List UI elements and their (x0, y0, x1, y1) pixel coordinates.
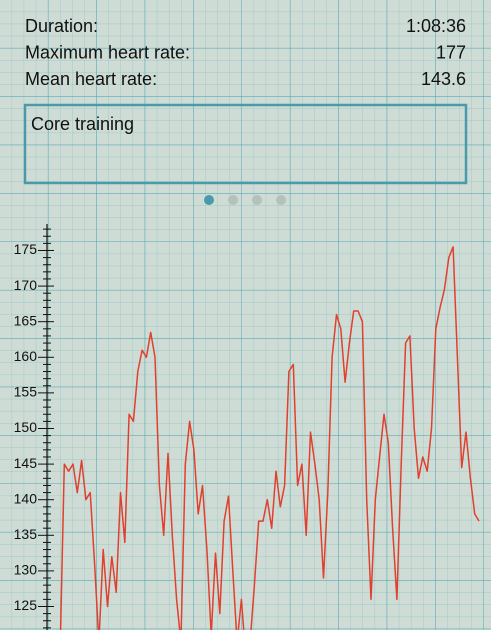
stat-label: Maximum heart rate: (25, 42, 190, 62)
page-dot[interactable] (276, 195, 286, 205)
y-tick-label: 165 (14, 312, 38, 328)
y-tick-label: 135 (14, 526, 38, 542)
y-tick-label: 145 (14, 455, 38, 471)
stat-value: 143.6 (421, 69, 466, 89)
stat-value: 1:08:36 (406, 16, 466, 36)
page-dot-active[interactable] (204, 195, 214, 205)
stat-label: Mean heart rate: (25, 69, 157, 89)
stat-label: Duration: (25, 16, 98, 36)
note-text: Core training (31, 114, 134, 134)
y-tick-label: 160 (14, 348, 38, 364)
plot (59, 246, 480, 630)
y-tick-label: 150 (14, 419, 38, 435)
y-tick-label: 130 (14, 562, 38, 578)
y-tick-label: 175 (14, 241, 38, 257)
y-tick-label: 155 (14, 384, 38, 400)
heart-rate-line (59, 246, 480, 630)
page-dot[interactable] (252, 195, 262, 205)
note-box[interactable] (23, 103, 468, 185)
y-tick-label: 125 (14, 597, 38, 613)
page-dot[interactable] (228, 195, 238, 205)
stat-value: 177 (436, 42, 466, 62)
y-tick-label: 140 (14, 490, 38, 506)
y-tick-label: 170 (14, 277, 38, 293)
